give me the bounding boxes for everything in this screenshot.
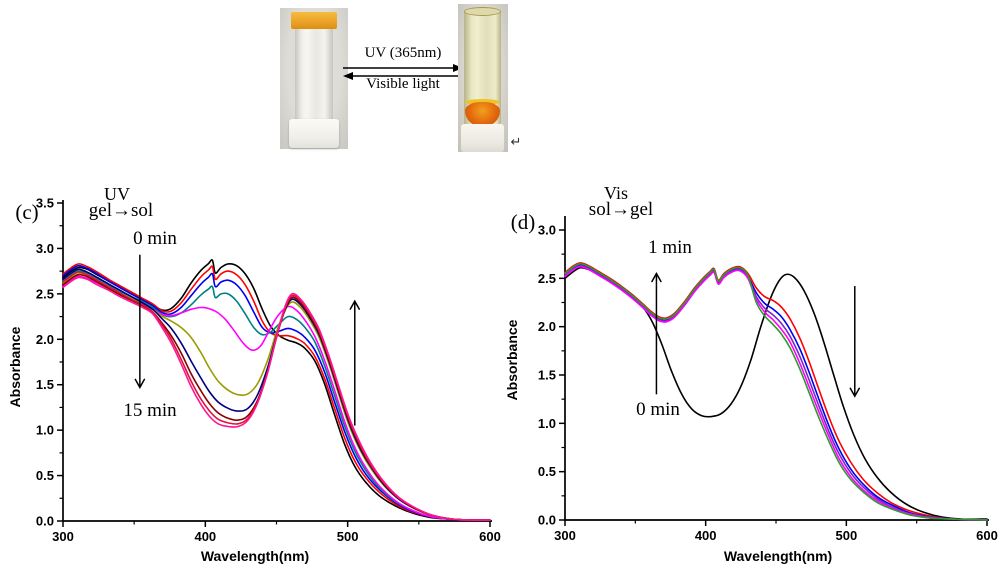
vial-base	[289, 119, 339, 148]
chart-c-title-uv: UV	[104, 184, 130, 204]
svg-text:400: 400	[194, 529, 216, 544]
vial-open-rim	[464, 7, 501, 16]
spectrum-d-5-min	[564, 263, 988, 521]
svg-text:1.0: 1.0	[538, 416, 556, 431]
svg-text:0.0: 0.0	[36, 514, 54, 529]
spectrum-c-9-min	[62, 268, 491, 521]
vial-glass-tube	[295, 29, 333, 131]
svg-text:2.5: 2.5	[36, 286, 54, 301]
svg-text:1.0: 1.0	[36, 423, 54, 438]
uv-arrow-label: UV (365nm)	[364, 45, 442, 61]
chart-d-x-axis-title: Wavelength(nm)	[723, 548, 833, 564]
orange-sol-liquid	[465, 102, 500, 127]
panel-label-c: (c)	[15, 200, 39, 224]
chart-c-uv-gel-to-sol: 0.0 0.5 1.0 1.5 2.0 2.5 3.0 3.5 300 400 500 600	[36, 196, 501, 544]
spectrum-c-5-min	[62, 275, 491, 521]
chart-d-vis-sol-to-gel: 0.0 0.5 1.0 1.5 2.0 2.5 3.0 300 400 500 600	[538, 216, 998, 543]
spectrum-d-1-min	[564, 262, 988, 521]
spectrum-c-15-min	[62, 276, 491, 521]
backward-arrow-head	[343, 72, 353, 80]
photo-gel-vial	[280, 8, 348, 149]
spectrum-c-3-min	[62, 270, 491, 521]
svg-text:300: 300	[52, 529, 74, 544]
svg-text:2.0: 2.0	[538, 319, 556, 334]
svg-text:2.0: 2.0	[36, 332, 54, 347]
return-mark: ↵	[510, 134, 522, 149]
vial-base	[461, 124, 504, 152]
chart-c-x-axis-title: Wavelength(nm)	[200, 548, 310, 564]
svg-text:0.0: 0.0	[538, 513, 556, 528]
svg-text:3.5: 3.5	[36, 196, 54, 211]
chart-d-title-vis: Vis	[604, 183, 628, 203]
svg-text:2.5: 2.5	[538, 271, 556, 286]
chart-d-annotation-1min: 1 min	[648, 237, 692, 258]
spectrum-d-4-min	[564, 265, 988, 521]
svg-text:0.5: 0.5	[538, 464, 556, 479]
spectrum-c-2-min	[62, 264, 491, 521]
spectrum-d-0-min	[564, 266, 988, 520]
chart-d-title-solgel: sol→gel	[588, 199, 654, 220]
vial-cap	[291, 12, 337, 29]
svg-text:0.5: 0.5	[36, 468, 54, 483]
spectrum-c-1-min	[62, 263, 491, 521]
spectrum-c-13-min	[62, 271, 491, 521]
visible-light-label: Visible light	[366, 76, 440, 92]
svg-text:600: 600	[479, 529, 501, 544]
svg-text:500: 500	[337, 529, 359, 544]
chart-c-annotation-15min: 15 min	[123, 400, 177, 421]
spectrum-c-11-min	[62, 273, 491, 521]
chart-c-y-axis-title: Absorbance	[7, 326, 23, 408]
chart-d-annotation-0min: 0 min	[636, 399, 680, 420]
chart-c-title-gelsol: gel→sol	[88, 200, 154, 221]
chart-c-annotation-0min: 0 min	[133, 228, 177, 249]
svg-text:3.0: 3.0	[538, 222, 556, 237]
svg-text:1.5: 1.5	[538, 367, 556, 382]
svg-text:500: 500	[835, 528, 857, 543]
svg-text:300: 300	[554, 528, 576, 543]
spectrum-d-3-min	[564, 265, 988, 521]
svg-text:1.5: 1.5	[36, 377, 54, 392]
svg-text:400: 400	[695, 528, 717, 543]
photo-sol-vial	[458, 4, 508, 152]
panel-label-d: (d)	[510, 210, 536, 234]
svg-text:600: 600	[976, 528, 998, 543]
svg-text:3.0: 3.0	[36, 241, 54, 256]
spectrum-c-7-min	[62, 273, 491, 521]
chart-d-y-axis-title: Absorbance	[504, 319, 520, 401]
